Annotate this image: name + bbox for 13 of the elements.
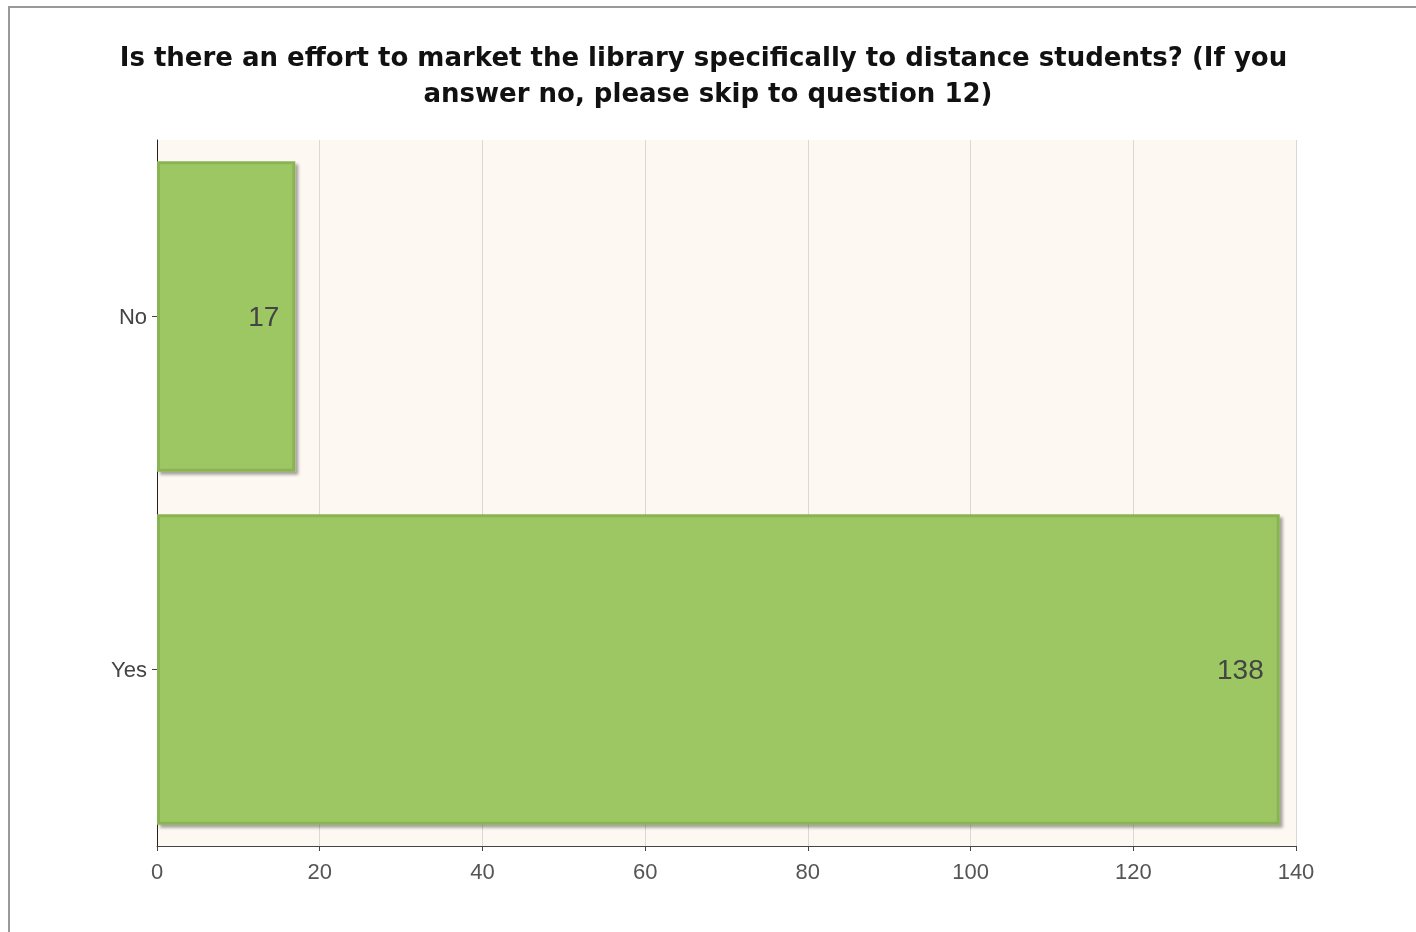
x-tick-label: 140: [1277, 858, 1315, 884]
data-label: 17: [248, 301, 280, 332]
y-tick-label: Yes: [111, 657, 147, 682]
chart-title: Is there an effort to market the library specifically to distance students? (If you answer no, please skip to question 12): [119, 42, 1297, 108]
x-tick-label: 0: [150, 858, 164, 884]
x-tick-label: 100: [952, 858, 989, 884]
y-tick-label: No: [118, 304, 147, 329]
x-tick-label: 60: [632, 858, 658, 884]
data-label: 138: [1217, 654, 1264, 685]
x-tick-label: 120: [1114, 858, 1152, 884]
x-tick-label: 20: [307, 858, 332, 884]
x-tick-label: 40: [470, 858, 495, 884]
x-tick-label: 80: [795, 858, 821, 884]
